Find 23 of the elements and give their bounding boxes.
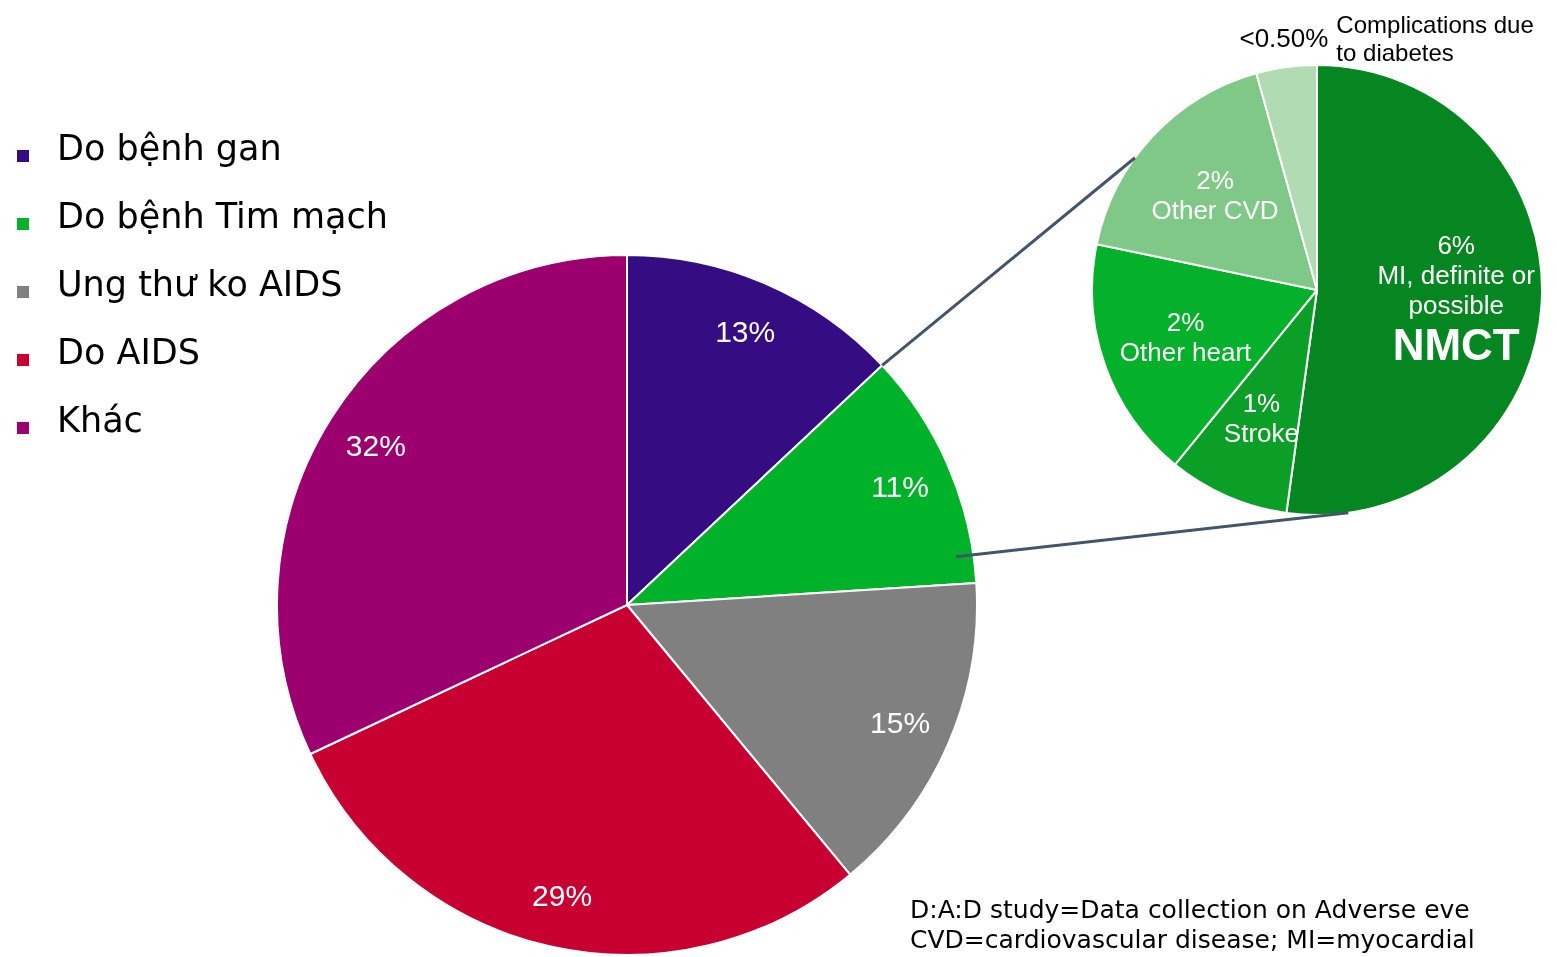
- slice-label: MI, definite or possible: [1377, 259, 1536, 320]
- data-label: 6%: [1437, 229, 1475, 260]
- slice-label: Other CVD: [1151, 194, 1279, 225]
- text: D:A:D study=Data collection on Adverse eve: [910, 895, 1470, 924]
- legend-label: Do bệnh gan: [57, 128, 282, 168]
- text: NMCT: [1392, 319, 1520, 369]
- data-label: 11%: [871, 470, 929, 504]
- slice-label: Other heart: [1119, 336, 1253, 367]
- data-label: 2%: [1196, 164, 1234, 195]
- legend-label: Khác: [57, 400, 143, 440]
- data-label: 29%: [532, 878, 593, 912]
- data-label: 1%: [1242, 387, 1281, 418]
- slice-label: Complications due to diabetes: [1336, 11, 1534, 66]
- legend-label: Ung thư ko AIDS: [57, 264, 343, 304]
- text: CVD=cardiovascular disease; MI=myocardial: [910, 925, 1475, 954]
- data-label: <0.50%: [1239, 23, 1329, 53]
- legend-label: Do bệnh Tim mạch: [57, 196, 388, 236]
- data-label: 13%: [715, 315, 776, 349]
- data-label: 15%: [870, 706, 931, 740]
- data-label: 32%: [345, 428, 406, 462]
- slice-label: Stroke: [1223, 417, 1299, 448]
- legend-label: Do AIDS: [57, 332, 200, 372]
- data-label: 2%: [1166, 306, 1205, 337]
